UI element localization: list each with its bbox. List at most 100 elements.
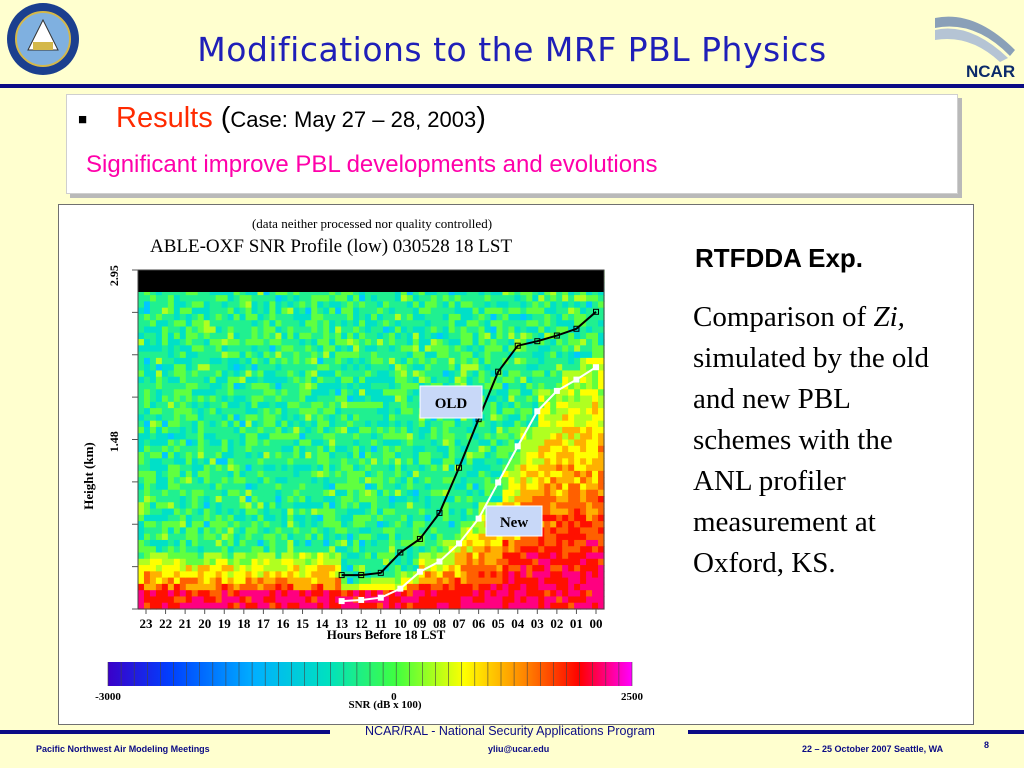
heat-cell (203, 395, 211, 403)
heat-cell (478, 370, 486, 378)
heat-cell (317, 565, 324, 572)
heat-cell (311, 339, 318, 346)
heat-cell (269, 395, 277, 403)
heat-cell (592, 313, 599, 321)
heat-cell (412, 339, 420, 346)
heat-cell (496, 590, 504, 598)
heat-cell (299, 558, 306, 566)
heat-cell (514, 533, 521, 541)
heat-cell (532, 414, 539, 422)
heat-cell (394, 389, 402, 397)
heat-cell (233, 433, 241, 441)
heat-cell (173, 590, 181, 598)
heat-cell (371, 546, 378, 554)
heat-cell (138, 539, 145, 547)
heat-cell (376, 546, 384, 554)
heat-cell (442, 533, 450, 541)
heat-cell (484, 558, 492, 566)
old-scheme-point (456, 464, 463, 471)
heat-cell (520, 539, 527, 547)
heat-cell (161, 489, 169, 497)
heat-cell (299, 458, 306, 466)
legend-new-label: New (500, 515, 528, 531)
heat-cell (281, 332, 288, 340)
heat-cell (161, 426, 169, 434)
heat-cell (317, 539, 324, 547)
heat-cell (365, 502, 372, 510)
heat-cell (586, 401, 593, 409)
heat-cell (317, 577, 324, 585)
heat-cell (275, 295, 282, 302)
heat-cell (448, 288, 456, 296)
heat-cell (454, 357, 462, 365)
heat-cell (191, 426, 199, 434)
heat-cell (586, 508, 593, 516)
heat-cell (209, 590, 217, 598)
heat-cell (502, 370, 510, 378)
heat-cell (215, 571, 223, 579)
heat-cell (323, 351, 330, 359)
heat-cell (138, 320, 145, 328)
heat-cell (598, 496, 605, 503)
heat-cell (514, 408, 521, 415)
heat-cell (394, 332, 402, 340)
heat-cell (472, 357, 480, 365)
heat-cell (353, 433, 360, 441)
heat-cell (394, 521, 402, 528)
heat-cell (371, 339, 378, 346)
heat-cell (436, 590, 444, 598)
heat-cell (173, 389, 181, 397)
heat-cell (526, 408, 533, 415)
heat-cell (562, 445, 569, 453)
heat-cell (155, 464, 163, 472)
heat-cell (329, 357, 336, 365)
heat-cell (478, 445, 486, 453)
heat-cell (406, 288, 414, 296)
colorbar-tick-label: 2500 (621, 691, 644, 703)
heat-cell (586, 376, 593, 384)
heat-cell (251, 527, 259, 535)
heat-cell (580, 577, 587, 585)
heat-cell (598, 295, 605, 302)
heat-cell (365, 320, 372, 328)
heat-cell (592, 408, 599, 415)
heat-cell (287, 345, 294, 353)
heat-cell (496, 464, 504, 472)
heat-cell (568, 502, 575, 510)
heat-cell (281, 496, 288, 503)
heat-cell (215, 577, 223, 585)
heat-cell (502, 326, 510, 334)
heat-cell (239, 295, 247, 302)
heat-cell (221, 301, 229, 309)
heat-cell (586, 414, 593, 422)
heat-cell (359, 477, 366, 485)
heat-cell (305, 439, 312, 447)
heat-cell (562, 389, 569, 397)
heat-cell (203, 452, 211, 459)
heat-cell (185, 301, 193, 309)
heat-cell (215, 332, 223, 340)
heat-cell (359, 376, 366, 384)
heat-cell (514, 458, 521, 466)
heat-cell (454, 376, 462, 384)
heat-cell (179, 470, 187, 478)
heat-cell (227, 596, 235, 604)
heat-cell (430, 546, 438, 554)
heat-cell (556, 590, 563, 598)
heat-cell (418, 483, 426, 491)
heat-cell (233, 458, 241, 466)
heat-cell (424, 571, 432, 579)
heat-cell (586, 565, 593, 572)
heat-cell (359, 345, 366, 353)
heat-cell (191, 408, 199, 415)
heat-cell (544, 565, 551, 572)
heat-cell (556, 395, 563, 403)
heat-cell (388, 527, 396, 535)
heat-cell (359, 326, 366, 334)
heat-cell (138, 571, 145, 579)
heat-cell (341, 583, 348, 591)
heat-cell (245, 326, 253, 334)
heat-cell (424, 433, 432, 441)
heat-cell (514, 357, 521, 365)
heat-cell (478, 583, 486, 591)
